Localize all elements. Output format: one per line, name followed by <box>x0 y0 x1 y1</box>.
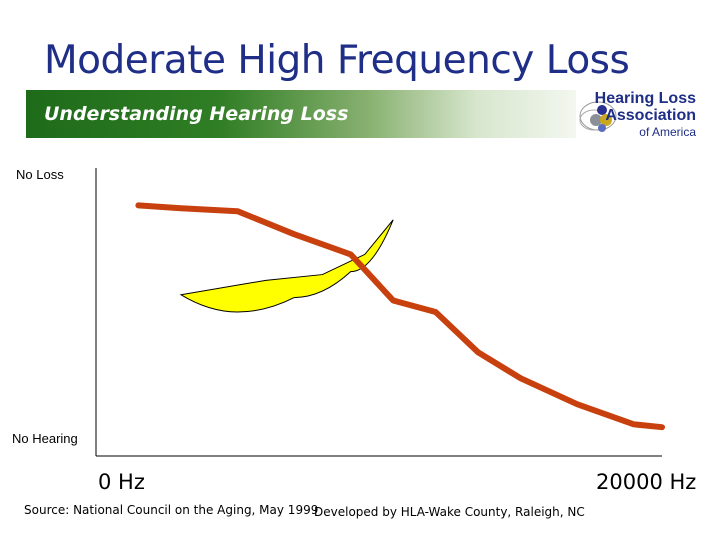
x-tick-max: 20000 Hz <box>596 470 697 494</box>
y-tick-top: No Loss <box>16 167 64 182</box>
developer-note: Developed by HLA-Wake County, Raleigh, N… <box>314 505 585 519</box>
y-tick-bottom: No Hearing <box>12 431 78 446</box>
logo-line-1: Hearing Loss <box>594 90 696 107</box>
logo-line-2: Association <box>605 107 696 124</box>
source-note: Source: National Council on the Aging, M… <box>24 503 319 517</box>
x-tick-min: 0 Hz <box>98 470 145 494</box>
section-banner <box>26 90 576 138</box>
hearing-loss-line <box>135 202 665 431</box>
logo-line-3: of America <box>639 125 696 139</box>
logo-text: Hearing Loss Association of America <box>595 90 696 141</box>
page-title: Moderate High Frequency Loss <box>44 38 630 83</box>
speech-banana <box>179 219 394 313</box>
hla-logo-icon <box>579 101 617 132</box>
banner-text: Understanding Hearing Loss <box>44 103 349 125</box>
